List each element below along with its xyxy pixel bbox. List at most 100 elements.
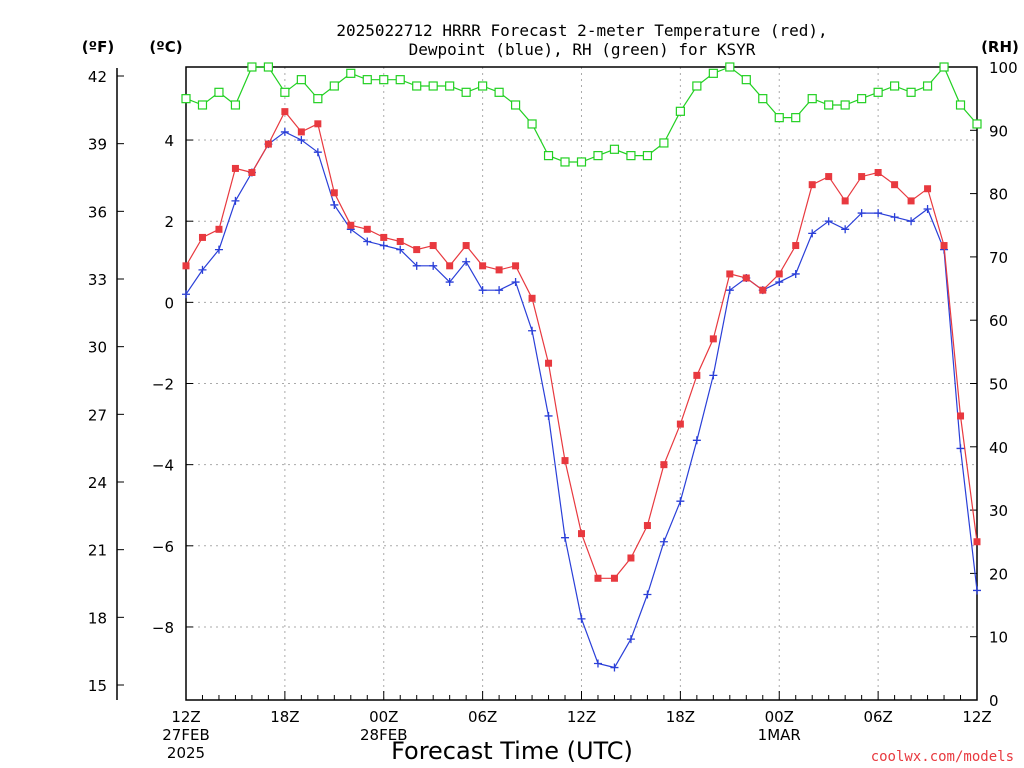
temperature-point [396,237,404,245]
fahrenheit-tick-label: 39 [88,136,107,154]
temperature-point [676,420,684,428]
rh-point [428,81,438,91]
fahrenheit-unit-label: (ºF) [82,38,114,56]
x-tick-year-label: 2025 [167,744,205,762]
temperature-point [462,242,470,250]
temperature-point [775,270,783,278]
x-tick-label: 12Z [567,708,596,726]
rh-point [527,119,537,129]
rh-point [922,81,933,91]
temperature-point [693,371,701,379]
rh-point [181,94,191,104]
temperature-point [957,412,965,420]
rh-point [197,100,208,110]
temperature-point [643,522,651,530]
rh-point [214,87,224,97]
x-tick-date-label: 1MAR [758,726,801,744]
rh-point [774,113,784,123]
rh-point [642,151,653,161]
dewpoint-point [379,241,388,250]
temperature-point [825,173,833,181]
rh-point [890,81,900,91]
rh-tick-label: 50 [989,376,1008,394]
temperature-point [610,574,618,582]
temperature-point [924,185,932,193]
x-tick-date-label: 27FEB [162,726,209,744]
dewpoint-point [791,269,800,278]
rh-point [807,94,817,104]
temperature-point [330,189,338,197]
rh-point [873,87,883,97]
tick-labels: 42393633302724211815420−2−4−6−8010203040… [88,59,1018,762]
rh-point [510,100,521,110]
dewpoint-point [610,663,619,672]
rh-point [313,94,323,104]
dewpoint-point [676,497,685,506]
dewpoint-point [593,659,602,668]
dewpoint-point [973,586,981,595]
rh-tick-label: 30 [989,502,1008,520]
temperature-point [973,538,981,546]
celsius-tick-label: −2 [152,376,174,394]
temperature-point [231,164,239,172]
dewpoint-point [857,209,866,218]
temperature-point [594,574,602,582]
rh-point [494,87,504,97]
rh-point [840,100,850,110]
rh-point [263,62,273,72]
rh-point [395,75,405,85]
dewpoint-point [182,290,190,299]
temperature-point [347,221,355,229]
dewpoint-point [495,286,504,295]
rh-point [741,75,751,85]
rh-tick-label: 100 [989,59,1018,77]
dewpoint-point [511,278,520,287]
rh-point [280,87,290,97]
dewpoint-point [429,261,438,270]
rh-unit-label: (RH) [981,38,1019,56]
temperature-point [874,169,882,176]
temperature-point [281,108,289,116]
rh-point [906,87,916,97]
temperature-point [660,461,668,469]
temperature-point [545,359,553,367]
dewpoint-point [643,590,652,599]
x-tick-label: 00Z [765,708,794,726]
rh-point [692,81,702,91]
temperature-point [891,181,899,189]
dewpoint-point [577,614,586,623]
celsius-tick-label: 4 [164,132,174,150]
celsius-tick-label: −4 [152,457,174,475]
fahrenheit-tick-label: 21 [88,542,107,560]
dewpoint-point [775,278,784,287]
rh-tick-label: 20 [989,565,1008,583]
dewpoint-point [478,286,487,295]
rh-point [659,138,669,148]
temperature-point [446,262,454,270]
x-axis-title: Forecast Time (UTC) [391,737,633,765]
rh-point [560,157,570,167]
dewpoint-point [330,200,339,209]
temperature-point [940,242,948,250]
dewpoint-point [363,237,372,246]
rh-point [791,113,801,123]
temperature-point [314,120,322,128]
fahrenheit-tick-label: 18 [88,609,107,627]
temperature-point [726,270,734,278]
x-tick-label: 00Z [369,708,398,726]
temperature-point [182,262,190,270]
x-tick-label: 06Z [468,708,497,726]
dewpoint-point [462,257,471,266]
temperature-point [363,225,371,233]
rh-tick-label: 60 [989,312,1008,330]
x-tick-date-label: 28FEB [360,726,407,744]
dewpoint-point [198,265,207,274]
temperature-point [578,530,585,538]
temperature-point [627,554,635,562]
rh-tick-label: 70 [989,249,1008,267]
fahrenheit-tick-label: 15 [88,677,107,695]
dewpoint-point [214,245,223,254]
rh-point [593,151,603,161]
temperature-point [495,266,503,274]
dewpoint-point [231,196,240,205]
